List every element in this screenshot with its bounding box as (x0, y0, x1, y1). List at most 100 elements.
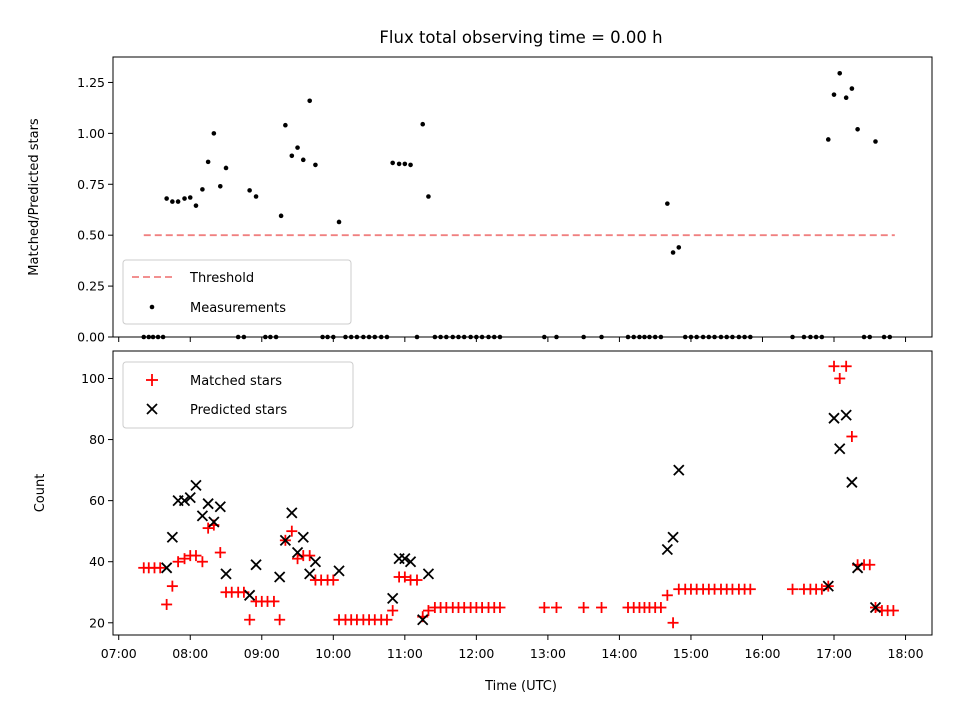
top-axes: 0.00 0.25 0.50 0.75 1.00 1.25 Matched/Predict… (27, 56, 933, 345)
predicted-star-point (214, 501, 226, 513)
measurement-point (706, 334, 712, 340)
predicted-star-point (834, 443, 846, 455)
measurement-point (736, 334, 742, 340)
top-y-tick-label: 1.25 (77, 75, 105, 90)
predicted-legend-marker (146, 403, 158, 415)
measurement-point (637, 334, 642, 340)
predicted-star-stroke-b (250, 559, 262, 571)
x-tick-label: 10:00 (315, 646, 351, 661)
predicted-star-stroke-b (417, 614, 429, 626)
measurement-point (223, 165, 229, 171)
predicted-star-stroke-b (309, 556, 322, 568)
predicted-star-point (304, 568, 316, 580)
measurement-point (808, 334, 813, 340)
matched-star-point (286, 525, 298, 537)
predicted-star-point (161, 562, 173, 574)
measurement-point (384, 334, 390, 340)
predicted-star-point (667, 531, 679, 543)
matched-stars-points (138, 360, 899, 629)
measurement-point (187, 195, 193, 200)
measurement-points (141, 70, 893, 340)
measurement-point (432, 334, 438, 340)
top-y-tick-label: 0.50 (77, 228, 105, 243)
measurement-point (268, 334, 273, 340)
predicted-star-stroke-b (178, 494, 191, 507)
predicted-star-point (840, 409, 852, 421)
measurement-point (813, 334, 819, 340)
matched-star-point (161, 598, 173, 610)
top-y-tick-label: 1.00 (77, 126, 105, 141)
measurement-point (320, 334, 325, 340)
top-axes-frame (112, 56, 933, 338)
measurement-point (200, 187, 205, 192)
predicted-star-point (822, 580, 834, 592)
measurement-point (730, 334, 735, 340)
predicted-star-stroke-b (333, 565, 345, 577)
bottom-y-tick-label: 100 (81, 371, 105, 386)
measurement-point (491, 334, 497, 340)
measurement-point (253, 194, 259, 199)
matched-star-point (292, 553, 304, 565)
measurement-point (658, 334, 664, 340)
predicted-star-stroke-b (274, 571, 286, 583)
bottom-y-tick-label: 80 (89, 432, 105, 447)
predicted-stars-points (161, 409, 882, 626)
predicted-star-point (190, 479, 202, 492)
matched-star-point (578, 602, 590, 614)
predicted-star-point (202, 498, 214, 510)
measurement-point (164, 196, 169, 201)
x-tick-label: 14:00 (601, 646, 637, 661)
predicted-star-stroke-b (190, 479, 202, 492)
measurement-point (819, 334, 825, 340)
predicted-star-stroke-b (243, 589, 256, 601)
matched-legend-marker (146, 374, 158, 386)
predicted-star-stroke-b (166, 531, 179, 543)
measurement-point (718, 334, 724, 340)
matched-star-point (166, 580, 178, 592)
measurement-point (625, 334, 631, 340)
bottom-legend: Matched stars Predicted stars (122, 361, 354, 429)
predicted-star-point (279, 534, 292, 546)
measurement-point (307, 98, 313, 104)
top-y-tick-label: 0.00 (77, 330, 105, 345)
threshold-legend-label: Threshold (189, 271, 254, 286)
measurement-point (801, 334, 807, 340)
measurement-point (211, 131, 217, 136)
top-legend-box (122, 259, 352, 325)
predicted-star-stroke-b (286, 507, 298, 519)
bottom-y-tick-label: 60 (89, 493, 105, 508)
predicted-star-stroke-b (279, 534, 292, 546)
x-tick-label: 09:00 (244, 646, 280, 661)
predicted-legend-label: Predicted stars (190, 403, 287, 418)
matched-star-point (381, 614, 393, 626)
measurement-point (366, 334, 372, 340)
measurement-point (694, 334, 699, 340)
predicted-star-stroke-b (161, 562, 173, 574)
matched-star-point (214, 547, 226, 559)
predicted-star-point (178, 494, 191, 507)
measurement-point (468, 334, 473, 340)
top-y-tick-label: 0.75 (77, 177, 105, 192)
measurement-point (343, 334, 348, 340)
bottom-axes: 20 40 60 80 100 07:00 08:00 09:00 10:00 11:00 12:… (33, 350, 933, 694)
x-tick-label: 13:00 (530, 646, 566, 661)
predicted-star-stroke-b (196, 510, 209, 522)
matched-star-point (787, 583, 799, 595)
matched-star-point (304, 550, 316, 562)
measurement-point (647, 334, 652, 340)
matched-star-point (268, 595, 280, 607)
x-tick-label: 16:00 (744, 646, 780, 661)
matched-star-point (172, 556, 184, 568)
predicted-star-point (828, 412, 840, 424)
measurement-point (642, 334, 647, 340)
matched-star-point (327, 574, 339, 586)
bottom-axes-frame (112, 350, 933, 636)
measurement-point (599, 334, 604, 340)
predicted-star-point (274, 571, 286, 583)
measurement-point (235, 334, 241, 340)
predicted-star-stroke-b (304, 568, 316, 580)
measurement-point (881, 334, 887, 340)
measurement-point (742, 334, 747, 340)
predicted-star-point (243, 589, 256, 601)
